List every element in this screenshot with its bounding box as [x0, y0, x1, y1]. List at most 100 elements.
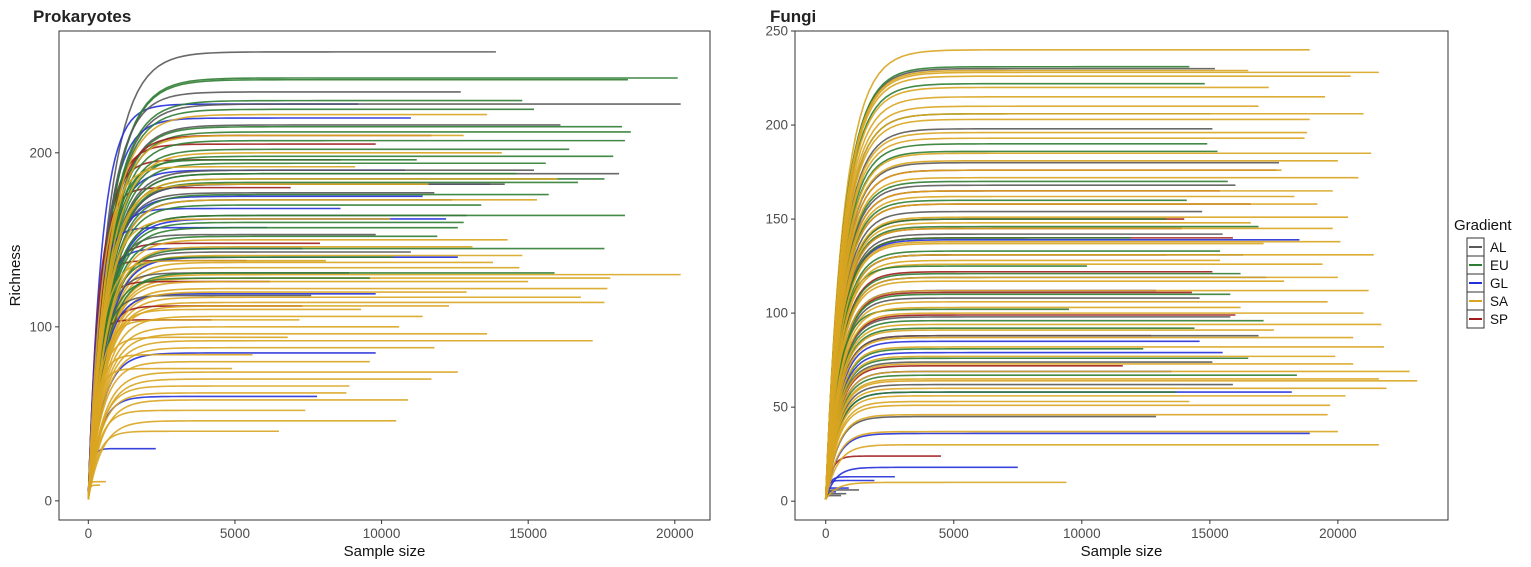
fungi-curve-sa-25: [824, 355, 1336, 500]
prokaryotes-curve-sa-18: [87, 315, 423, 500]
legend-label-al: AL: [1490, 240, 1507, 255]
fungi-curve-al-9: [824, 316, 1231, 500]
legend-label-sa: SA: [1490, 294, 1508, 309]
prokaryotes-curve-sa-39: [87, 183, 429, 500]
fungi-curve-eu-15: [824, 374, 1297, 500]
x-tick-label: 20000: [656, 526, 694, 541]
fungi-curve-sa-22: [824, 323, 1382, 500]
y-tick-label: 0: [780, 494, 788, 509]
fungi-curve-sa-44: [824, 400, 1190, 500]
fungi-curve-sa-35: [824, 443, 1379, 500]
fungi-curve-al-1: [824, 128, 1213, 500]
fungi-curve-sa-41: [824, 306, 1241, 500]
fungi-curve-sa-12: [824, 203, 1318, 500]
fungi-curve-sa-30: [824, 387, 1387, 500]
prokaryotes-curve-eu-16: [87, 247, 605, 500]
fungi-curve-sa-24: [824, 346, 1384, 500]
prokaryotes-curve-eu-9: [87, 162, 546, 500]
prokaryotes-x-axis-title: Sample size: [344, 543, 426, 560]
legend: Gradient AL EU GL SA SP: [1454, 217, 1512, 329]
prokaryotes-curve-sa-24: [87, 291, 467, 500]
y-tick-label: 100: [29, 319, 52, 334]
prokaryotes-curve-sa-19: [87, 326, 400, 500]
fungi-curve-sa-48: [824, 86, 1269, 500]
y-tick-label: 250: [765, 24, 788, 39]
x-tick-label: 20000: [1319, 526, 1357, 541]
fungi-curve-sa-43: [824, 329, 1274, 500]
fungi-panel: Fungi 0 5000 10000 15000 20000 0 50 100 150 200 2…: [765, 7, 1449, 560]
prokaryotes-curve-gl-9: [87, 352, 376, 500]
fungi-curve-sa-15: [824, 240, 1341, 500]
x-tick-label: 5000: [220, 526, 250, 541]
prokaryotes-curve-sa-16: [87, 430, 279, 500]
legend-items: AL EU GL SA SP: [1466, 237, 1509, 329]
prokaryotes-curve-sa-35: [87, 353, 253, 500]
y-tick-label: 0: [44, 493, 52, 508]
fungi-curve-eu-13: [824, 327, 1195, 500]
y-tick-label: 150: [765, 212, 788, 227]
fungi-curve-sa-34: [824, 430, 1338, 500]
prokaryotes-curve-sa-33: [87, 319, 300, 500]
fungi-curve-sa-39: [824, 169, 1282, 500]
fungi-y-axis: 0 50 100 150 200 250: [765, 24, 795, 509]
fungi-curve-sa-36: [825, 481, 1067, 500]
fungi-x-axis: 0 5000 10000 15000 20000: [822, 520, 1357, 541]
fungi-curve-sa-3: [824, 69, 1249, 500]
prokaryotes-curve-sa-10: [87, 333, 488, 500]
prokaryotes-curve-sa-14: [87, 392, 347, 500]
fungi-curve-sa-40: [824, 105, 1259, 500]
prokaryotes-curve-sa-15: [87, 409, 306, 500]
fungi-plot-border: [794, 30, 1449, 521]
prokaryotes-curves: [87, 51, 681, 500]
prokaryotes-curve-sa-21: [87, 360, 370, 500]
prokaryotes-curve-sa-25: [87, 399, 408, 500]
prokaryotes-y-axis-title: Richness: [7, 245, 24, 307]
x-tick-label: 10000: [1063, 526, 1101, 541]
fungi-curve-sp-2: [824, 203, 1251, 500]
y-tick-label: 200: [29, 145, 52, 160]
fungi-curve-sa-31: [824, 395, 1346, 500]
legend-title: Gradient: [1454, 217, 1512, 234]
fungi-curve-sa-32: [824, 404, 1331, 500]
prokaryotes-curve-sa-40: [87, 165, 356, 500]
fungi-curves: [824, 49, 1418, 500]
fungi-curve-sa-26: [824, 363, 1354, 500]
prokaryotes-plot-border: [58, 30, 711, 521]
y-tick-label: 50: [773, 400, 788, 415]
fungi-title: Fungi: [770, 7, 816, 26]
prokaryotes-x-axis: 0 5000 10000 15000 20000: [85, 520, 694, 541]
fungi-curve-sa-28: [824, 378, 1379, 500]
fungi-curve-sa-47: [824, 131, 1308, 500]
fungi-curve-sa-29: [824, 380, 1418, 500]
fungi-curve-sa-42: [824, 259, 1221, 500]
x-tick-label: 5000: [939, 526, 969, 541]
fungi-curve-al-13: [824, 415, 1157, 500]
prokaryotes-curve-sa-13: [87, 420, 397, 500]
legend-label-gl: GL: [1490, 276, 1509, 291]
prokaryotes-curve-sa-11: [87, 371, 458, 500]
prokaryotes-curve-sa-8: [87, 280, 529, 500]
prokaryotes-curve-sa-22: [87, 385, 350, 500]
fungi-curve-gl-2: [824, 432, 1310, 500]
fungi-curve-sa-33: [824, 413, 1328, 500]
fungi-curve-sa-1: [824, 71, 1379, 500]
y-tick-label: 100: [765, 306, 788, 321]
prokaryotes-title: Prokaryotes: [33, 7, 131, 26]
x-tick-label: 0: [822, 526, 830, 541]
prokaryotes-curve-sa-36: [87, 367, 233, 500]
prokaryotes-curve-al-12: [87, 199, 452, 500]
fungi-curve-sa-45: [824, 280, 1285, 500]
legend-label-eu: EU: [1490, 258, 1509, 273]
x-tick-label: 15000: [509, 526, 547, 541]
prokaryotes-curve-sa-1: [87, 277, 611, 500]
prokaryotes-curve-eu-18: [87, 235, 438, 500]
legend-label-sp: SP: [1490, 312, 1508, 327]
prokaryotes-curve-gl-10: [87, 395, 318, 500]
prokaryotes-curve-sa-42: [87, 484, 101, 500]
prokaryotes-curve-eu-21: [87, 277, 370, 500]
prokaryotes-curve-sa-9: [87, 339, 593, 500]
fungi-x-axis-title: Sample size: [1081, 543, 1163, 560]
fungi-curve-sa-2: [824, 75, 1351, 500]
fungi-curve-sa-46: [824, 222, 1251, 500]
